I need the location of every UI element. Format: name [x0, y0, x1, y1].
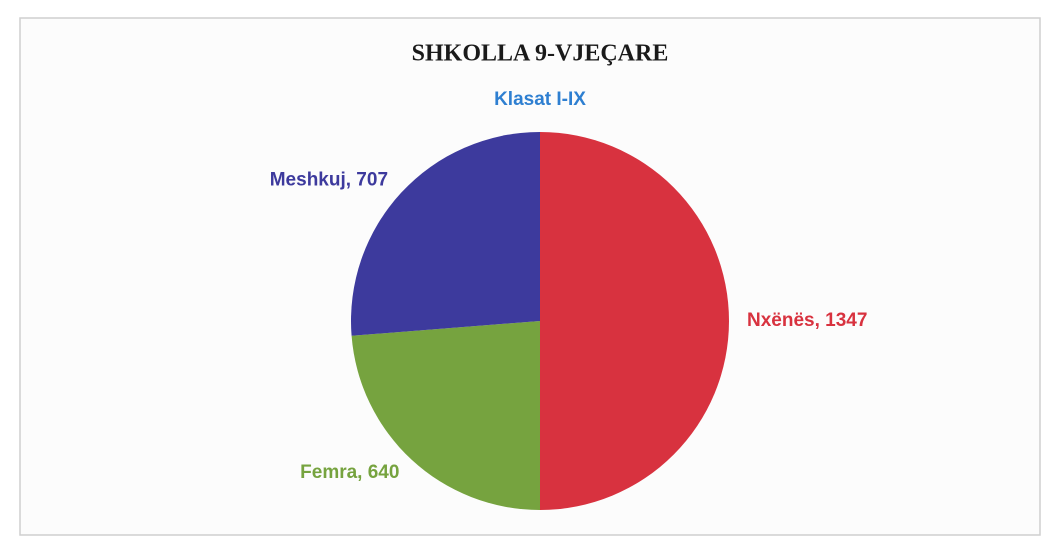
- data-label: Nxënës, 1347: [747, 310, 867, 331]
- pie-slice: [351, 321, 540, 510]
- data-label: Meshkuj, 707: [270, 169, 388, 190]
- chart-title: SHKOLLA 9-VJEÇARE: [412, 41, 669, 67]
- pie-slice: [540, 132, 729, 510]
- pie-slice: [351, 132, 540, 336]
- chart-subtitle: Klasat I-IX: [494, 89, 586, 110]
- data-label: Femra, 640: [300, 462, 399, 483]
